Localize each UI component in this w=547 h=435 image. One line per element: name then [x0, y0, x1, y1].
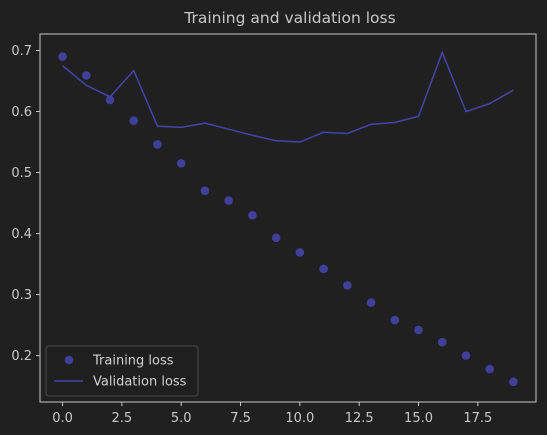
legend-training-marker	[64, 355, 74, 365]
training-loss-point	[129, 116, 139, 125]
y-tick-label: 0.7	[11, 44, 32, 59]
training-loss-point	[390, 315, 400, 325]
y-tick-label: 0.5	[11, 166, 32, 181]
x-tick-label: 7.5	[230, 411, 251, 426]
y-tick-label: 0.3	[11, 288, 32, 303]
x-tick-label: 2.5	[112, 411, 133, 426]
axes-frame	[39, 33, 537, 403]
chart-title: Training and validation loss	[183, 9, 395, 27]
training-loss-point	[509, 377, 518, 387]
training-loss-point	[414, 325, 423, 335]
x-tick-label: 10.0	[285, 411, 314, 426]
training-loss-point	[176, 159, 186, 168]
x-tick-label: 0.0	[52, 411, 73, 426]
training-loss-point	[105, 95, 115, 105]
training-loss-point	[81, 71, 91, 80]
x-tick-label: 15.0	[404, 411, 433, 426]
training-loss-point	[271, 233, 281, 243]
y-tick-label: 0.2	[11, 349, 32, 364]
training-loss-point	[58, 52, 67, 61]
x-tick-label: 5.0	[171, 411, 192, 426]
axes: 0.0 2.5 5.0 7.5 10.0 12.5 15.0 17.5 0.2 0.3 0.4 0.5…	[11, 33, 537, 426]
training-loss-point	[437, 337, 447, 347]
legend-training-label: Training loss	[92, 354, 174, 369]
y-tick-label: 0.6	[11, 105, 32, 120]
validation-loss-line	[62, 50, 514, 143]
training-loss-point	[461, 351, 471, 360]
x-tick-label: 17.5	[463, 411, 492, 426]
legend-validation-label: Validation loss	[93, 375, 187, 390]
training-loss-point	[319, 264, 328, 274]
training-loss-point	[295, 248, 305, 257]
training-loss-point	[485, 364, 495, 374]
training-loss-point	[366, 298, 376, 307]
training-loss-point	[153, 140, 162, 149]
y-tick-label: 0.4	[11, 227, 32, 242]
x-tick-label: 12.5	[345, 411, 374, 426]
legend: Training loss Validation loss	[45, 345, 199, 397]
training-loss-point	[343, 281, 352, 290]
training-loss-point	[224, 196, 233, 205]
plot-area	[58, 50, 518, 387]
legend-box	[45, 345, 199, 397]
training-loss-point	[200, 186, 210, 196]
training-loss-point	[248, 210, 257, 220]
